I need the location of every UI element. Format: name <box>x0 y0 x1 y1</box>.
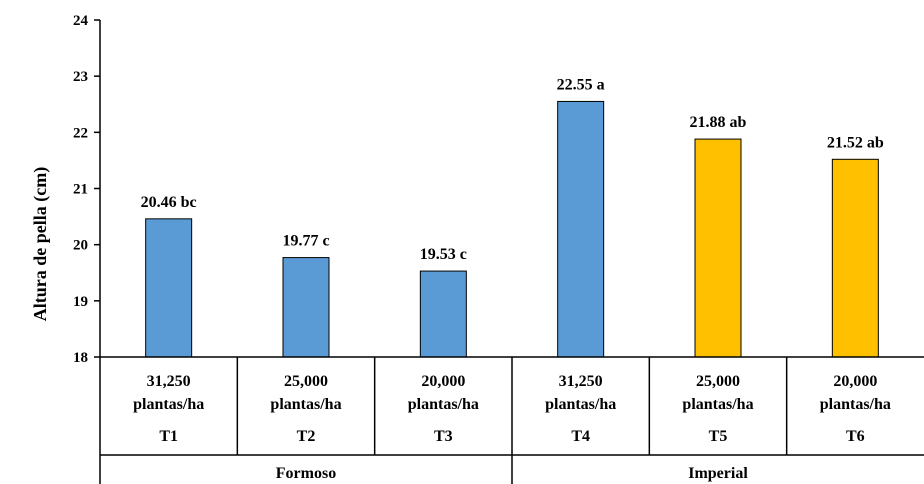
group-label: Formoso <box>276 465 336 482</box>
bar <box>282 257 330 358</box>
category-density-value: 31,250 <box>147 373 191 390</box>
data-label: 19.53 c <box>420 246 467 263</box>
y-tick-label: 22 <box>73 125 88 141</box>
category-density-value: 20,000 <box>833 373 877 390</box>
category-density-unit: plantas/ha <box>682 396 753 413</box>
category-treatment: T3 <box>434 428 453 445</box>
bar <box>419 270 467 358</box>
data-label: 21.52 ab <box>827 134 884 151</box>
bar <box>557 100 605 358</box>
category-treatment: T4 <box>571 428 590 445</box>
y-axis-title: Altura de pella (cm) <box>30 167 51 321</box>
category-density-unit: plantas/ha <box>545 396 616 413</box>
category-treatment: T6 <box>846 428 865 445</box>
category-density-unit: plantas/ha <box>270 396 341 413</box>
data-label: 19.77 c <box>282 233 329 250</box>
bar <box>831 158 879 358</box>
y-tick-label: 19 <box>73 294 88 310</box>
y-tick-label: 20 <box>73 238 88 254</box>
category-density-value: 31,250 <box>559 373 603 390</box>
category-treatment: T5 <box>709 428 728 445</box>
category-treatment: T2 <box>297 428 316 445</box>
category-density-unit: plantas/ha <box>408 396 479 413</box>
category-treatment: T1 <box>159 428 178 445</box>
bar <box>145 218 193 358</box>
y-tick-label: 24 <box>73 13 89 29</box>
group-label: Imperial <box>688 465 748 482</box>
y-tick-label: 21 <box>73 182 88 198</box>
category-density-value: 20,000 <box>421 373 465 390</box>
data-label: 20.46 bc <box>141 194 197 211</box>
y-axis: 18 19 20 21 22 23 24 <box>73 13 101 484</box>
data-label: 22.55 a <box>557 76 605 93</box>
category-density-value: 25,000 <box>696 373 740 390</box>
category-density-unit: plantas/ha <box>133 396 204 413</box>
y-tick-label: 18 <box>73 350 88 366</box>
x-axis: 31,250 plantas/ha T1 25,000 plantas/ha T2 20,0… <box>100 356 924 484</box>
category-density-unit: plantas/ha <box>820 396 891 413</box>
bar <box>694 138 742 358</box>
y-tick-label: 23 <box>73 69 88 85</box>
data-label: 21.88 ab <box>690 114 747 131</box>
bars: 20.46 bc 19.77 c 19.53 c 22.55 a 21.88 ab 21.… <box>141 76 884 358</box>
category-density-value: 25,000 <box>284 373 328 390</box>
